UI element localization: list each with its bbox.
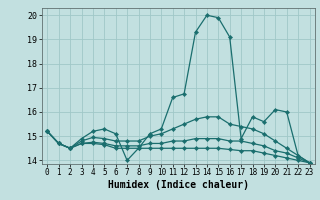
X-axis label: Humidex (Indice chaleur): Humidex (Indice chaleur) (108, 180, 249, 190)
